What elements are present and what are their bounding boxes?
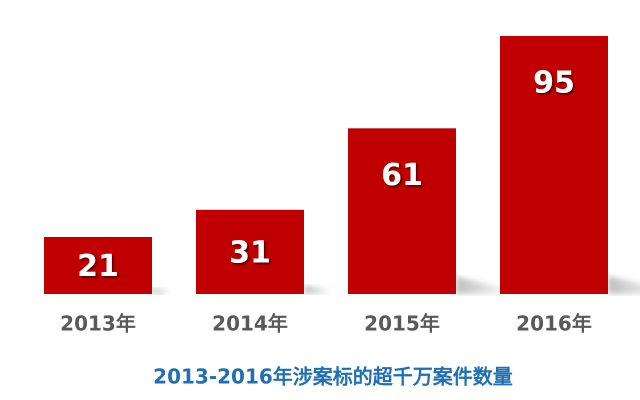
value-label: 95 — [533, 65, 575, 100]
x-tick-label: 2016年 — [516, 312, 592, 336]
bar-shadow — [304, 285, 334, 294]
bar-shadow — [456, 276, 514, 294]
value-label: 31 — [229, 235, 271, 270]
bar — [348, 128, 456, 294]
x-tick-label: 2015年 — [364, 312, 440, 336]
x-tick-label: 2014年 — [212, 312, 288, 336]
bar — [196, 209, 304, 294]
bar-shadow — [152, 288, 172, 294]
bar — [44, 236, 152, 294]
x-tick-label: 2013年 — [60, 312, 136, 336]
bar — [500, 35, 608, 294]
value-label: 21 — [77, 249, 119, 284]
bar-shadow — [608, 276, 640, 294]
value-label: 61 — [381, 158, 423, 193]
chart-title: 2013-2016年涉案标的超千万案件数量 — [153, 365, 513, 389]
